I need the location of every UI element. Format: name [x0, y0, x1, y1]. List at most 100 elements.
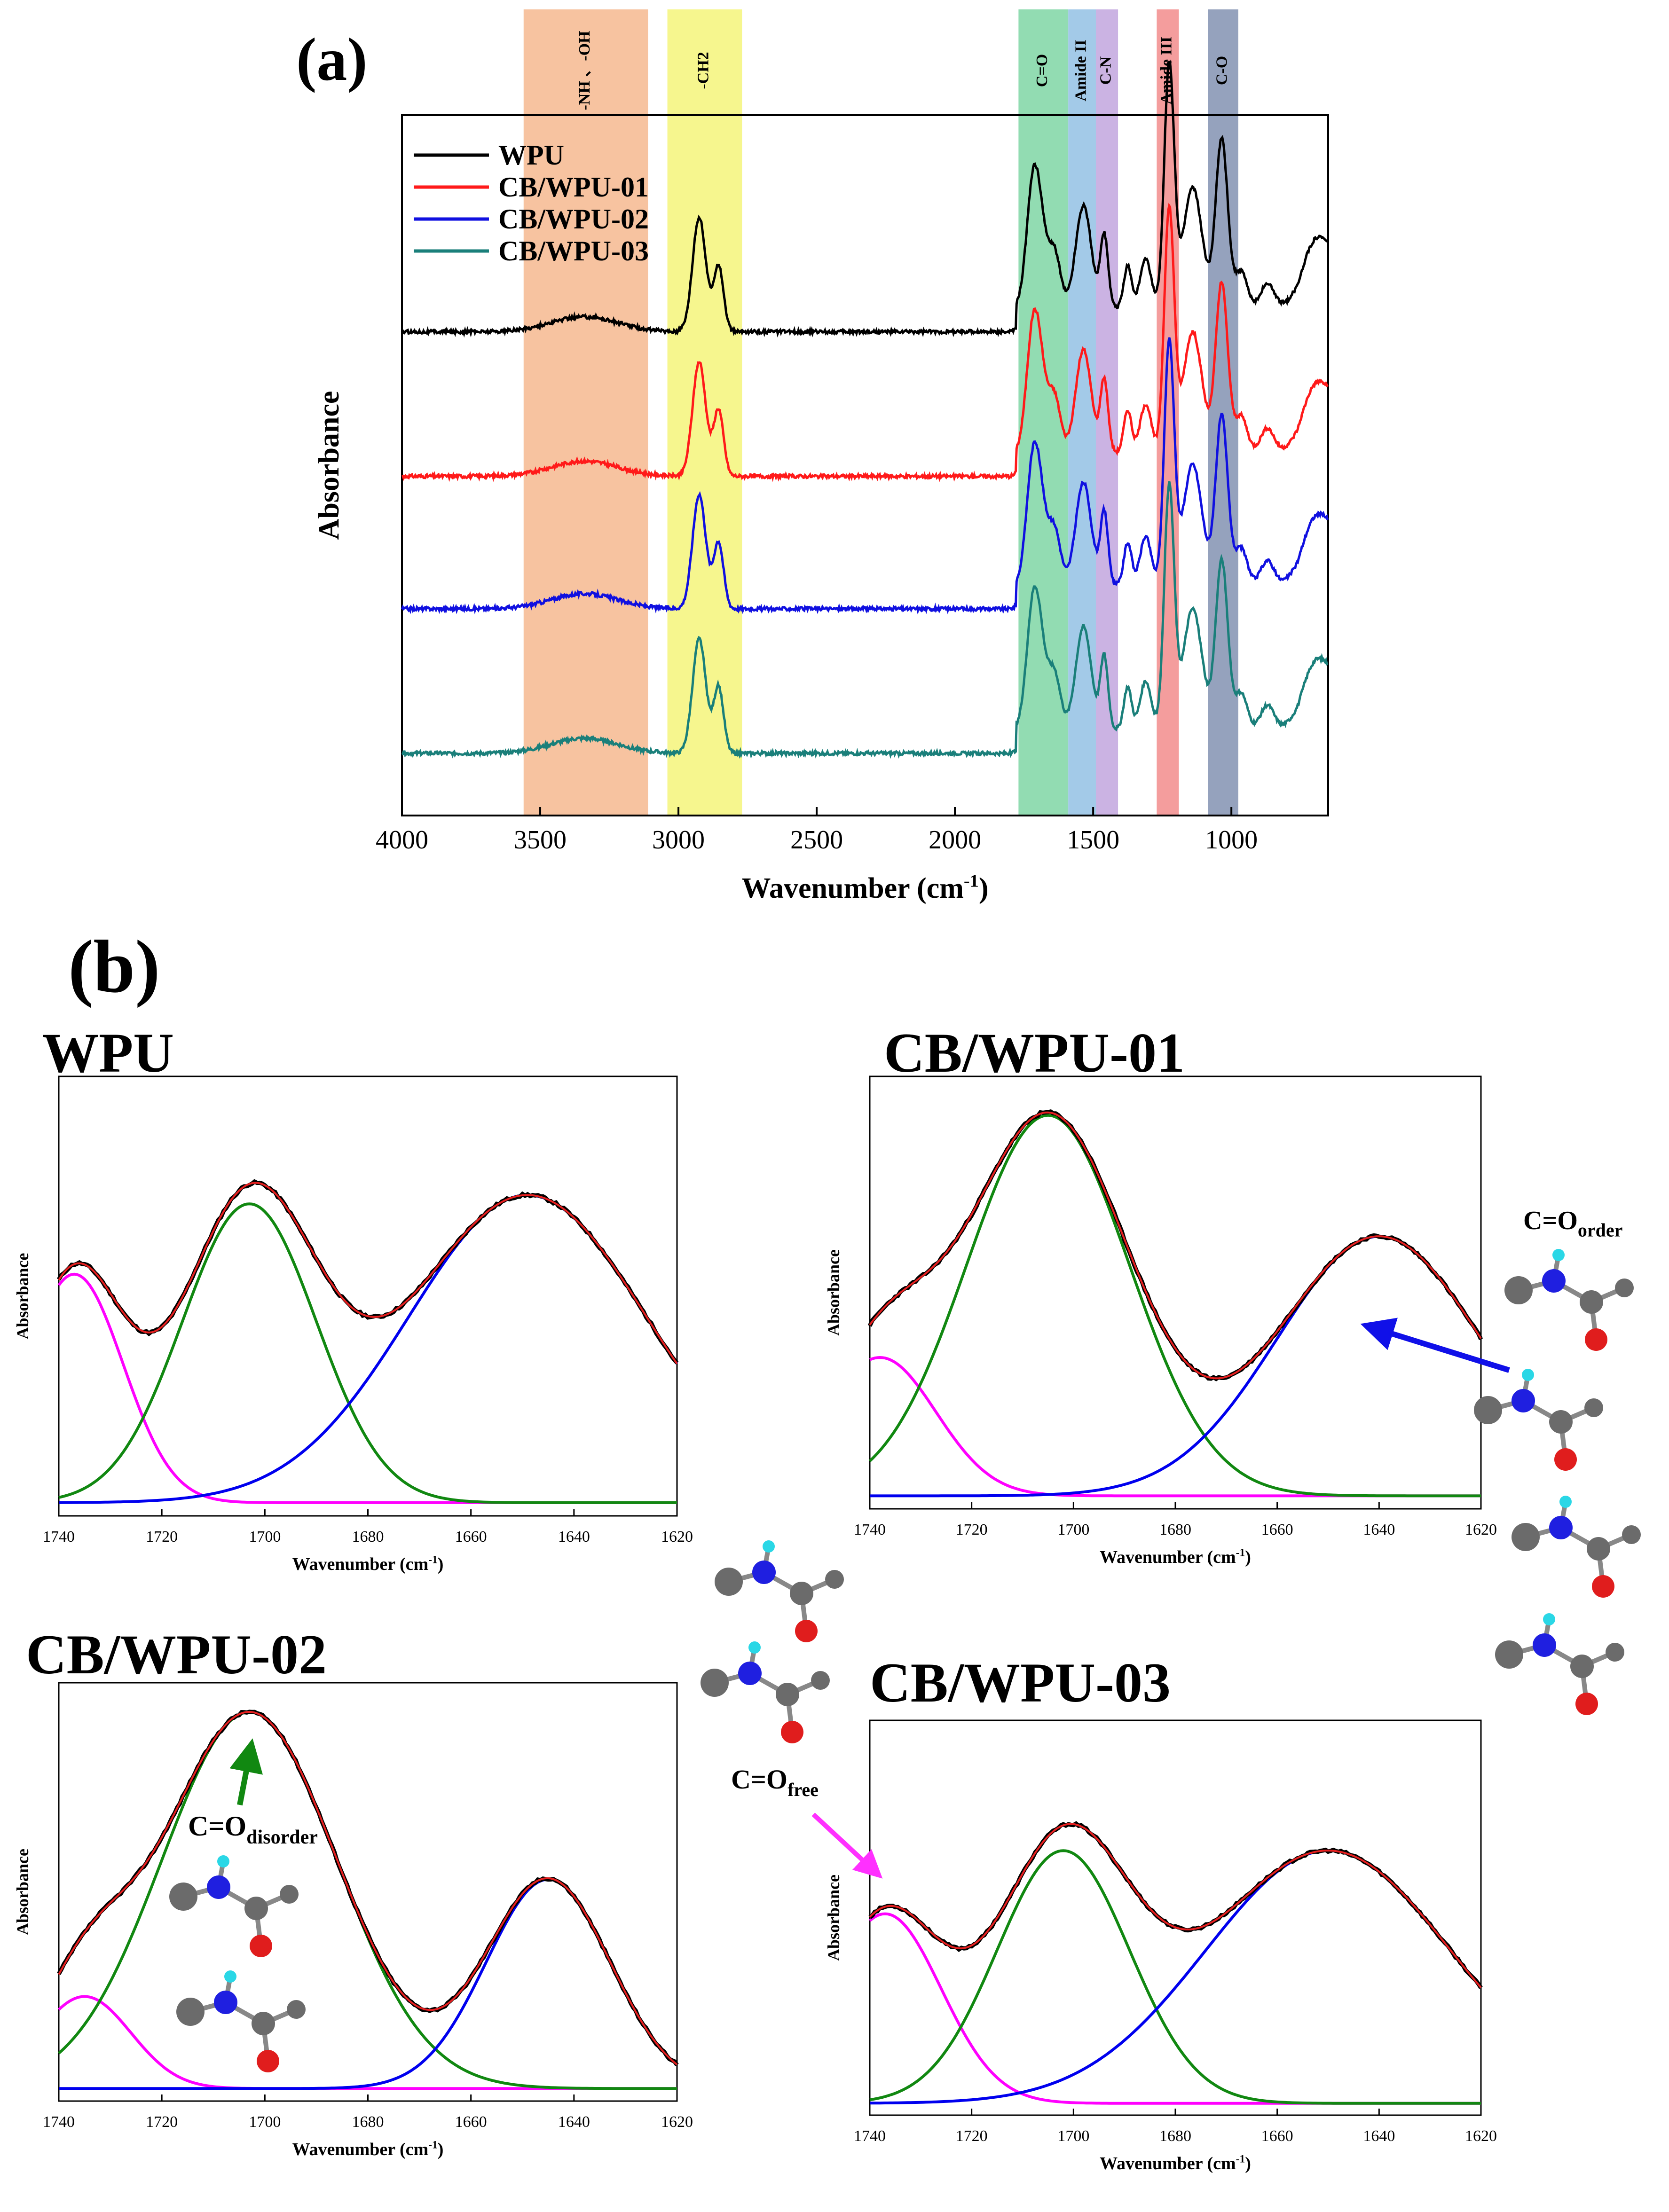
series-line-0 [401, 61, 1328, 338]
carbon-atom [1615, 1279, 1634, 1297]
cb-wpu-02-deconvolution-chart: CB/WPU-02 1740 1720 1700 1680 1660 1640 1620 Wav… [13, 1623, 693, 2159]
x-tick-label-3: 1680 [1159, 1521, 1191, 1538]
nitrogen-atom [752, 1561, 776, 1584]
oxygen-atom [795, 1620, 818, 1642]
carbon-atom [1549, 1410, 1573, 1434]
component-line-1 [58, 1202, 677, 1504]
band-label-6: C-O [1213, 56, 1230, 85]
x-tick-label-5: 1640 [1363, 2127, 1395, 2145]
component-line-1 [869, 1849, 1481, 2105]
series-line-2 [401, 337, 1329, 615]
x-tick-label-6: 1000 [1205, 825, 1258, 855]
hydrogen-atom [1552, 1249, 1565, 1261]
legend-label-3: CB/WPU-03 [498, 235, 649, 267]
carbon-atom [1606, 1643, 1624, 1662]
oxygen-atom [250, 1935, 272, 1957]
cb-wpu-03-deconvolution-chart: CB/WPU-03 1740 1720 1700 1680 1660 1640 1620 Wav… [824, 1651, 1497, 2173]
band-1 [667, 9, 742, 816]
x-tick-label-0: 4000 [376, 825, 428, 855]
carbon-atom [287, 2000, 306, 2019]
x-tick-label-1: 1720 [956, 2127, 988, 2145]
label-disorder: C=Odisorder [188, 1811, 318, 1848]
x-tick-label-3: 2500 [790, 825, 843, 855]
x-axis-title: Wavenumber (cm-1) [292, 2139, 444, 2159]
oxygen-atom [781, 1721, 803, 1743]
arrow-free [811, 1812, 883, 1879]
x-tick-label-4: 1660 [1261, 1521, 1293, 1538]
y-axis-title: Absorbance [13, 1849, 32, 1935]
oxygen-atom [1585, 1328, 1607, 1351]
nitrogen-atom [207, 1875, 230, 1899]
band-label-2: C=O [1033, 54, 1051, 87]
carbon-atom [169, 1883, 197, 1911]
label-order: C=Oorder [1523, 1206, 1622, 1241]
x-tick-label-2: 1700 [249, 2113, 281, 2131]
amide-molecule-o2 [1474, 1369, 1603, 1471]
wpu-deconvolution-chart: WPU 1740 1720 1700 1680 1660 1640 1620 Wavenumbe… [13, 1021, 693, 1574]
carbon-atom [1504, 1276, 1533, 1304]
x-tick-label-1: 1720 [146, 1528, 178, 1545]
x-tick-label-5: 1500 [1067, 825, 1119, 855]
amide-molecule-f2 [701, 1641, 830, 1743]
oxygen-atom [257, 2050, 279, 2072]
carbon-atom [776, 1683, 799, 1706]
x-tick-label-2: 1700 [249, 1528, 281, 1545]
amide-molecule-d2 [176, 1970, 306, 2072]
x-axis-title: Wavenumber (cm-1) [292, 1554, 444, 1574]
y-axis-title: Absorbance [313, 391, 345, 540]
x-tick-label-6: 1620 [661, 2113, 693, 2131]
fit-line [58, 1182, 678, 1365]
carbon-atom [252, 2012, 275, 2035]
x-tick-label-4: 1660 [455, 1528, 487, 1545]
panel-label-b: (b) [68, 925, 160, 1008]
carbon-atom [176, 1998, 205, 2026]
band-label-3: Amide II [1072, 39, 1089, 101]
series-line-1 [402, 203, 1329, 482]
carbon-atom [790, 1582, 813, 1605]
amide-molecule-o1 [1504, 1249, 1634, 1351]
fit-line [869, 1111, 1482, 1380]
y-axis-title: Absorbance [824, 1249, 843, 1336]
x-tick-label-4: 1660 [455, 2113, 487, 2131]
band-label-4: C-N [1097, 56, 1114, 85]
nitrogen-atom [1549, 1516, 1573, 1539]
band-label-1: -CH2 [695, 52, 712, 89]
legend-label-2: CB/WPU-02 [498, 204, 649, 235]
plot-frame [401, 114, 1329, 816]
molecule-annotations: C=Oorder C=Ofree C=Odisorder [169, 1206, 1641, 2072]
x-tick-label-6: 1620 [661, 1528, 693, 1545]
hydrogen-atom [1543, 1613, 1555, 1625]
x-tick-label-4: 2000 [929, 825, 981, 855]
fit-line [58, 1710, 678, 2066]
arrow-disorder [229, 1738, 263, 1806]
carbon-atom [1622, 1525, 1641, 1544]
legend-label-0: WPU [498, 140, 564, 171]
carbon-atom [701, 1669, 729, 1697]
x-tick-label-6: 1620 [1465, 1521, 1497, 1538]
carbon-atom [715, 1568, 743, 1596]
ftir-spectra-chart: -NH 、-OH -CH2 C=O Amide II C-N Amide III C-O40… [313, 9, 1329, 904]
carbon-atom [1495, 1640, 1523, 1669]
label-free: C=Ofree [731, 1764, 819, 1800]
panel-label-a: (a) [296, 26, 368, 94]
x-tick-label-0: 1740 [854, 1521, 886, 1538]
x-tick-label-4: 1660 [1261, 2127, 1293, 2145]
legend-label-1: CB/WPU-01 [498, 172, 649, 203]
series-line-3 [401, 481, 1329, 759]
nitrogen-atom [1512, 1389, 1535, 1412]
x-tick-label-0: 1740 [854, 2127, 886, 2145]
hydrogen-atom [763, 1540, 775, 1553]
x-tick-label-3: 1680 [352, 1528, 384, 1545]
carbon-atom [825, 1570, 844, 1589]
hydrogen-atom [224, 1970, 236, 1983]
x-tick-label-3: 1680 [352, 2113, 384, 2131]
chart-title: CB/WPU-01 [884, 1021, 1185, 1084]
nitrogen-atom [738, 1662, 762, 1685]
oxygen-atom [1575, 1693, 1598, 1715]
x-tick-label-2: 1700 [1057, 1521, 1089, 1538]
oxygen-atom [1592, 1575, 1614, 1598]
nitrogen-atom [1542, 1269, 1566, 1293]
amide-molecule-o3 [1512, 1496, 1641, 1598]
band-label-0: -NH 、-OH [576, 31, 593, 110]
